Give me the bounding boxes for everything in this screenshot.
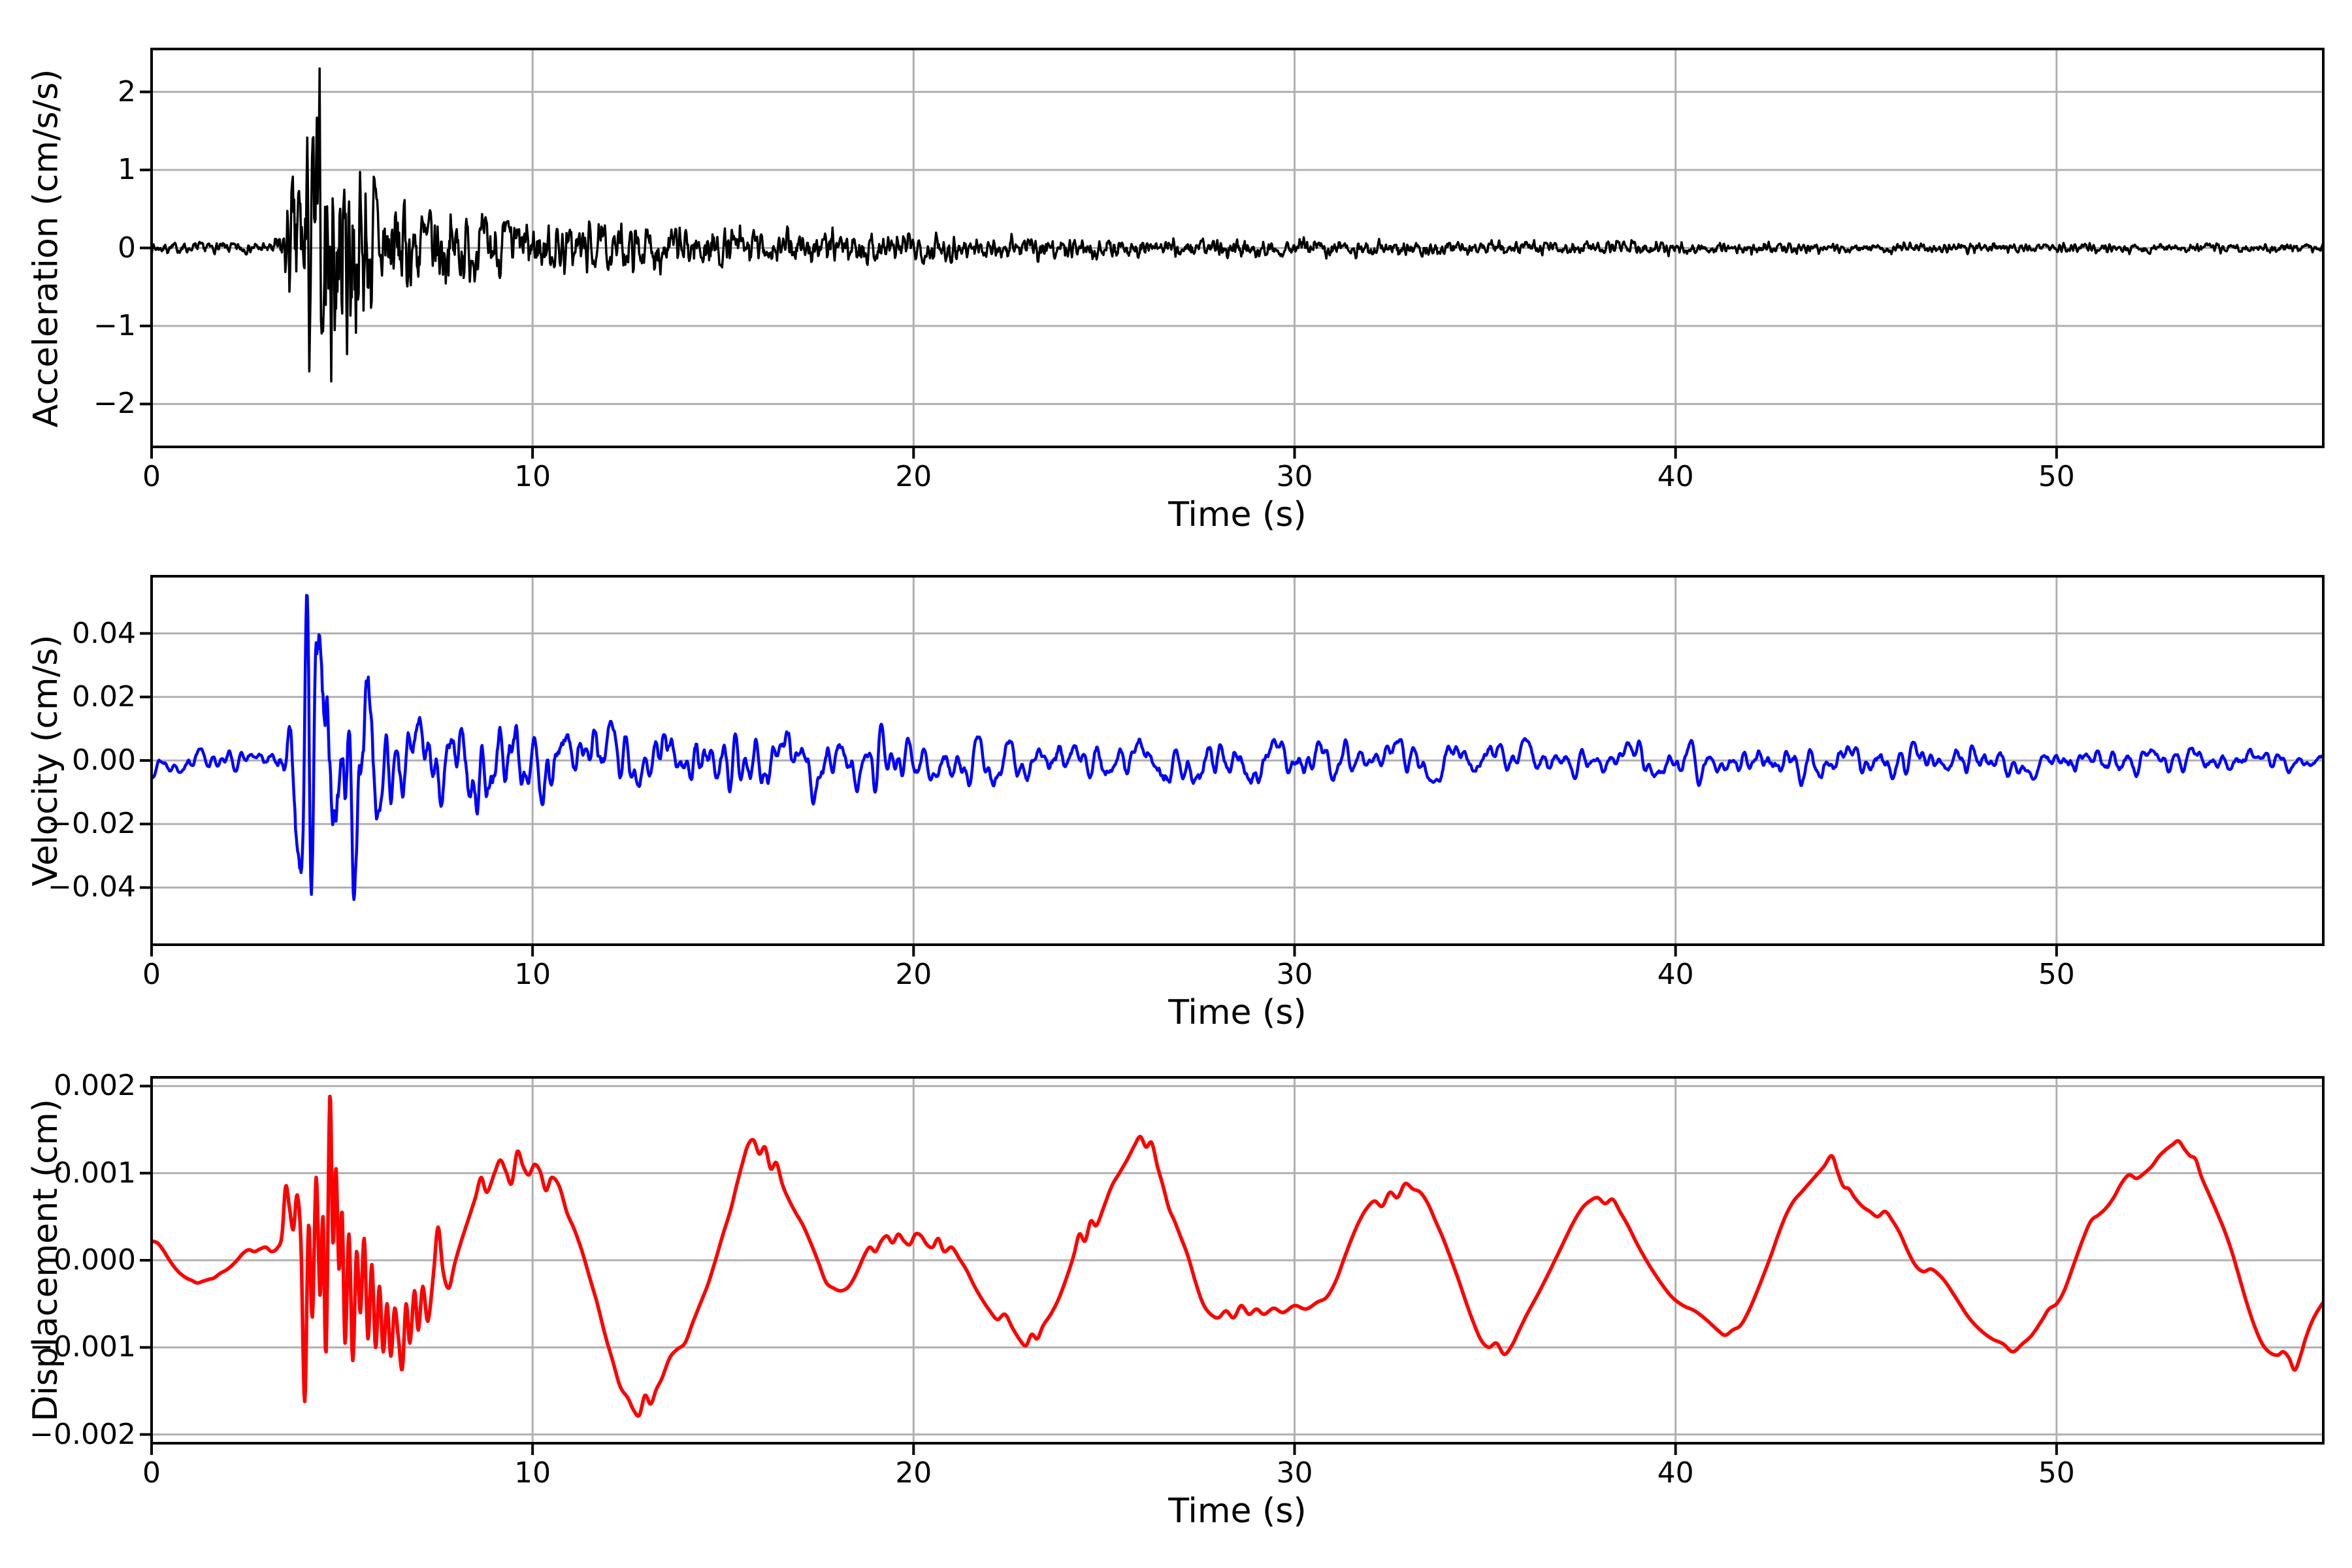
y-tick-label-0: 0	[118, 231, 136, 265]
x-tick-label-30: 30	[1276, 1456, 1313, 1490]
x-tick-label-20: 20	[895, 460, 932, 493]
axis-ticks	[140, 90, 2058, 459]
x-tick-label-10: 10	[514, 1456, 551, 1490]
y-tick-label-0.000: 0.000	[54, 1243, 136, 1277]
grid-lines	[150, 1077, 2323, 1443]
y-tick-label-−0.002: −0.002	[29, 1417, 136, 1451]
y-tick-label-−2: −2	[93, 387, 136, 421]
acceleration-trace	[152, 67, 2323, 383]
y-tick-label-1: 1	[118, 153, 136, 187]
acceleration-y-axis-label: Acceleration (cm/s/s)	[26, 69, 65, 427]
x-tick-label-0: 0	[142, 958, 161, 991]
axes-spines	[150, 575, 2325, 946]
axes-spines	[150, 1076, 2325, 1445]
x-tick-label-50: 50	[2038, 460, 2075, 493]
y-tick-label-0.04: 0.04	[72, 616, 136, 650]
velocity-x-axis-label: Time (s)	[1168, 993, 1307, 1032]
y-tick-label-−0.02: −0.02	[48, 807, 136, 841]
displacement-x-axis-label: Time (s)	[1168, 1492, 1307, 1531]
displacement-trace	[152, 1094, 2323, 1418]
x-tick-label-40: 40	[1657, 1456, 1694, 1490]
acceleration-plot	[140, 48, 2325, 459]
x-tick-label-10: 10	[514, 460, 551, 493]
x-tick-label-20: 20	[895, 1456, 932, 1490]
velocity-trace	[152, 593, 2323, 902]
displacement-y-axis-label: Displacement (cm)	[26, 1099, 65, 1422]
x-tick-label-50: 50	[2038, 1456, 2075, 1490]
x-tick-label-40: 40	[1657, 460, 1694, 493]
velocity-plot	[140, 575, 2325, 956]
axes-spines	[150, 48, 2325, 448]
y-tick-label-−1: −1	[93, 308, 136, 342]
y-tick-label-−0.001: −0.001	[29, 1330, 136, 1364]
axis-ticks	[140, 632, 2058, 956]
x-tick-label-30: 30	[1276, 460, 1313, 493]
x-tick-label-50: 50	[2038, 958, 2075, 991]
x-tick-label-0: 0	[142, 1456, 161, 1490]
grid-lines	[150, 576, 2323, 945]
y-tick-label-0.001: 0.001	[54, 1156, 136, 1190]
y-tick-label-0.00: 0.00	[72, 743, 136, 777]
y-tick-label-−0.04: −0.04	[48, 870, 136, 904]
y-tick-label-0.002: 0.002	[54, 1069, 136, 1103]
velocity-y-axis-label: Velocity (cm/s)	[26, 634, 65, 887]
x-tick-label-40: 40	[1657, 958, 1694, 991]
x-tick-label-0: 0	[142, 460, 161, 493]
x-tick-label-30: 30	[1276, 958, 1313, 991]
acceleration-x-axis-label: Time (s)	[1168, 495, 1307, 534]
displacement-plot	[140, 1076, 2325, 1455]
axis-ticks	[140, 1085, 2058, 1455]
y-tick-label-2: 2	[118, 74, 136, 108]
grid-lines	[150, 49, 2323, 447]
x-tick-label-10: 10	[514, 958, 551, 991]
y-tick-label-0.02: 0.02	[72, 679, 136, 713]
x-tick-label-20: 20	[895, 958, 932, 991]
